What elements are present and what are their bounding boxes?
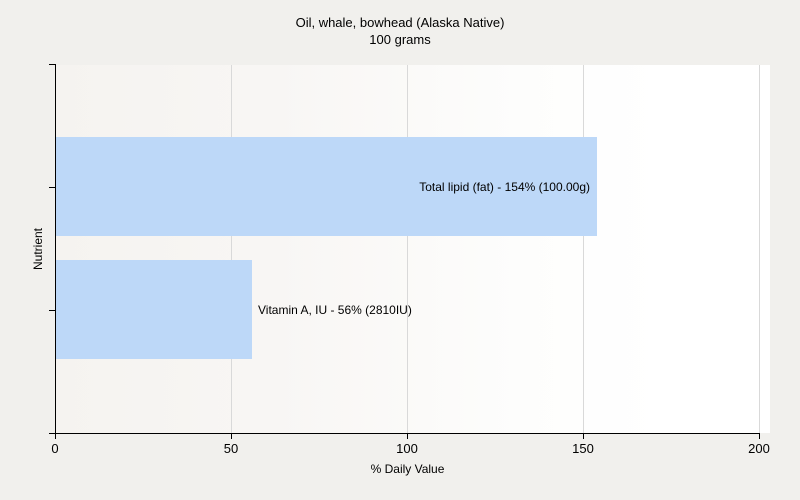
chart-title-line1: Oil, whale, bowhead (Alaska Native) — [295, 15, 505, 30]
gridline-100 — [407, 65, 408, 433]
x-tick-label-200: 200 — [748, 441, 770, 456]
x-axis-tick-50 — [231, 434, 232, 439]
chart-title: Oil, whale, bowhead (Alaska Native) 100 … — [0, 14, 800, 48]
x-axis-tick-200 — [759, 434, 760, 439]
x-tick-label-100: 100 — [396, 441, 418, 456]
x-axis-tick-0 — [55, 434, 56, 439]
y-axis-tick-2 — [49, 310, 55, 311]
y-axis-title: Nutrient — [31, 227, 45, 271]
x-tick-label-0: 0 — [51, 441, 59, 456]
gridline-200 — [759, 65, 760, 433]
x-axis-tick-150 — [583, 434, 584, 439]
bar-label-vitamin-a: Vitamin A, IU - 56% (2810IU) — [258, 302, 412, 317]
bar-total-lipid — [55, 137, 597, 236]
y-axis-tick-top — [49, 64, 55, 65]
gridline-50 — [231, 65, 232, 433]
gridline-150 — [583, 65, 584, 433]
bar-label-total-lipid: Total lipid (fat) - 154% (100.00g) — [419, 179, 590, 194]
x-axis-title: % Daily Value — [370, 462, 445, 476]
bar-vitamin-a — [55, 260, 252, 359]
x-axis-tick-100 — [407, 434, 408, 439]
x-axis-line — [55, 433, 760, 434]
y-axis-tick-bottom — [49, 433, 55, 434]
chart-title-line2: 100 grams — [369, 32, 431, 47]
y-axis-line — [55, 64, 56, 434]
x-tick-label-150: 150 — [572, 441, 594, 456]
y-axis-tick-1 — [49, 187, 55, 188]
plot-area: Total lipid (fat) - 154% (100.00g) Vitam… — [55, 65, 770, 433]
x-tick-label-50: 50 — [223, 441, 239, 456]
